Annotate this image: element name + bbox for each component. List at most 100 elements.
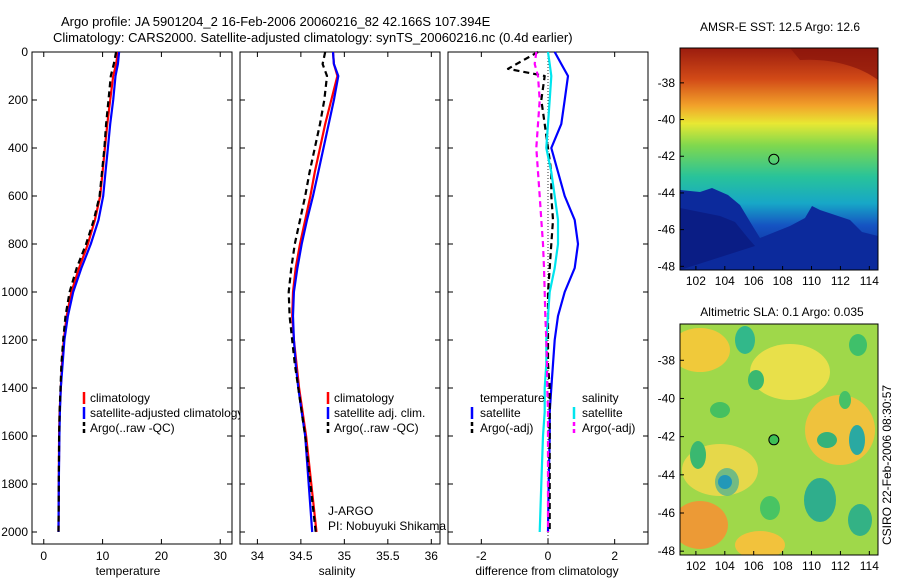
sla-map-title: Altimetric SLA: 0.1 Argo: 0.035 — [700, 305, 864, 319]
salinity-ticks: 34 34.5 35 35.5 36 — [240, 51, 440, 563]
sla-map-frame — [679, 323, 879, 556]
map-x-tick-label: 106 — [744, 274, 764, 288]
difference-ticks: -2 0 2 — [448, 51, 648, 563]
sla-map-panel: Altimetric SLA: 0.1 Argo: 0.035 102 1 — [658, 305, 880, 573]
y-tick-label: 1400 — [1, 381, 28, 395]
x-tick-label: 34 — [251, 549, 265, 563]
map-x-tick-label: 104 — [715, 559, 735, 573]
map-x-tick-label: 110 — [802, 274, 821, 288]
x-tick-label: 20 — [155, 549, 169, 563]
series-line-1 — [506, 51, 555, 532]
y-tick-label: 1000 — [1, 285, 28, 299]
x-tick-label: 2 — [611, 549, 618, 563]
map-y-tick-label: -48 — [658, 544, 676, 558]
map-y-tick-label: -46 — [658, 223, 676, 237]
legend-label-satellite-adjusted: satellite adj. clim. — [334, 406, 425, 420]
x-tick-label: 34.5 — [289, 549, 313, 563]
sla-heatmap — [680, 324, 878, 555]
map-y-tick-label: -48 — [658, 259, 676, 273]
side-timestamp-label: CSIRO 22-Feb-2006 08:30:57 — [880, 385, 894, 545]
difference-lines — [506, 51, 580, 533]
difference-panel: -2 0 2 difference from climatology tempera… — [447, 51, 649, 578]
y-tick-label: 0 — [21, 45, 28, 59]
map-y-tick-label: -46 — [658, 506, 676, 520]
figure-title-line1: Argo profile: JA 5901204_2 16-Feb-2006 2… — [61, 14, 491, 29]
legend-label-temp-argo: Argo(-adj) — [480, 421, 533, 435]
map-y-tick-label: -40 — [658, 391, 676, 405]
map-x-tick-label: 106 — [744, 559, 764, 573]
map-x-tick-label: 114 — [860, 559, 879, 573]
temperature-ticks: 0 10 20 30 0 200 400 600 800 1000 1200 1400 1600 1800… — [1, 45, 232, 563]
pi-annotation-line1: J-ARGO — [328, 504, 373, 518]
legend-label-argo: Argo(..raw -QC) — [334, 421, 419, 435]
sla-map-ticks: 102 104 106 108 110 112 114 -38 -40 -42 -44 -46 -48 — [658, 353, 880, 573]
map-y-tick-label: -44 — [658, 186, 676, 200]
x-tick-label: 0 — [545, 549, 552, 563]
sst-map-ticks: 102 104 106 108 110 112 114 -38 -40 -42 -44 -46 -48 — [658, 76, 880, 288]
map-x-tick-label: 112 — [831, 274, 850, 288]
temperature-panel: 0 10 20 30 0 200 400 600 800 1000 1200 1400 1600 1800… — [1, 45, 243, 578]
legend-label-sal-satellite: satellite — [582, 406, 623, 420]
sst-map-panel: AMSR-E SST: 12.5 Argo: 12.6 102 104 106 108… — [658, 20, 880, 288]
salinity-legend: climatology satellite adj. clim. Argo(..… — [326, 391, 425, 435]
sst-float-marker — [768, 153, 780, 165]
map-y-tick-label: -42 — [658, 149, 676, 163]
figure-title-line2: Climatology: CARS2000. Satellite-adjuste… — [53, 30, 573, 45]
map-x-tick-label: 108 — [773, 274, 793, 288]
legend-label-climatology: climatology — [334, 391, 394, 405]
y-tick-label: 2000 — [1, 525, 28, 539]
map-x-tick-label: 112 — [831, 559, 850, 573]
x-tick-label: 36 — [425, 549, 439, 563]
sla-float-marker — [768, 434, 780, 446]
map-y-tick-label: -44 — [658, 468, 676, 482]
legend-label-temp-satellite: satellite — [480, 406, 521, 420]
salinity-axes-box — [239, 51, 441, 545]
legend-label-sal-argo: Argo(-adj) — [582, 421, 635, 435]
salinity-panel: 34 34.5 35 35.5 36 salinity climatology sate… — [239, 51, 446, 578]
salinity-lines — [287, 51, 340, 533]
pi-annotation-line2: PI: Nobuyuki Shikama — [328, 519, 446, 533]
map-x-tick-label: 114 — [860, 274, 879, 288]
legend-title-salinity: salinity — [582, 391, 619, 405]
series-line-2 — [57, 51, 118, 533]
difference-legend: temperature satellite Argo(-adj) salinit… — [470, 391, 635, 435]
difference-xlabel: difference from climatology — [475, 564, 618, 578]
salinity-xlabel: salinity — [319, 564, 356, 578]
legend-label-satellite-adjusted: satellite-adjusted climatology — [90, 406, 243, 420]
series-line-2 — [287, 51, 329, 533]
map-x-tick-label: 104 — [715, 274, 735, 288]
series-line-3 — [533, 51, 550, 532]
sst-map-title: AMSR-E SST: 12.5 Argo: 12.6 — [700, 20, 860, 34]
y-tick-label: 200 — [8, 93, 28, 107]
y-tick-label: 400 — [8, 141, 28, 155]
legend-label-argo: Argo(..raw -QC) — [90, 421, 175, 435]
y-tick-label: 600 — [8, 189, 28, 203]
map-x-tick-label: 108 — [773, 559, 793, 573]
y-tick-label: 1600 — [1, 429, 28, 443]
map-x-tick-label: 110 — [802, 559, 821, 573]
map-x-tick-label: 102 — [686, 274, 706, 288]
map-y-tick-label: -38 — [658, 353, 676, 367]
legend-title-temperature: temperature — [480, 391, 545, 405]
legend-label-climatology: climatology — [90, 391, 150, 405]
y-tick-label: 1200 — [1, 333, 28, 347]
x-tick-label: 35 — [338, 549, 352, 563]
y-tick-label: 1800 — [1, 477, 28, 491]
map-y-tick-label: -38 — [658, 76, 676, 90]
temperature-xlabel: temperature — [96, 564, 161, 578]
y-tick-label: 800 — [8, 237, 28, 251]
temperature-axes-box — [31, 51, 233, 545]
sst-map-frame — [679, 47, 879, 271]
x-tick-label: 0 — [40, 549, 47, 563]
temperature-lines — [57, 51, 121, 533]
x-tick-label: 30 — [214, 549, 228, 563]
x-tick-label: -2 — [476, 549, 487, 563]
series-line-2 — [538, 51, 560, 533]
map-x-tick-label: 102 — [686, 559, 706, 573]
x-tick-label: 35.5 — [376, 549, 400, 563]
map-y-tick-label: -42 — [658, 430, 676, 444]
map-y-tick-label: -40 — [658, 113, 676, 127]
x-tick-label: 10 — [96, 549, 110, 563]
temperature-legend: climatology satellite-adjusted climatolo… — [82, 391, 243, 435]
